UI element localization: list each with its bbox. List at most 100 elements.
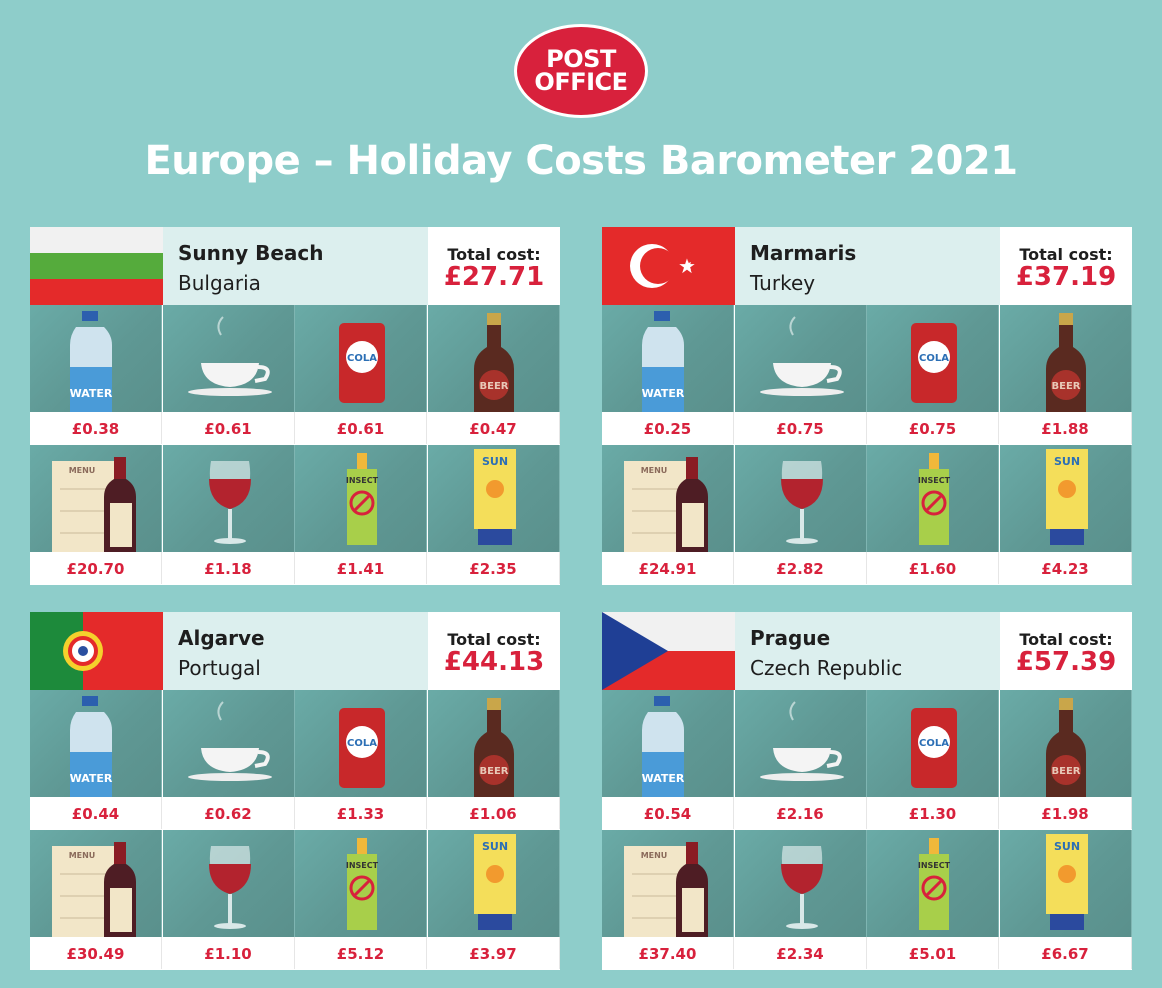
- icon-label: SUN: [481, 455, 507, 468]
- icon-label: WATER: [70, 387, 113, 400]
- water-bottle-tile: WATER: [602, 690, 734, 797]
- coffee-cup-price: £0.61: [162, 412, 295, 444]
- coffee-cup-price: £0.62: [162, 797, 295, 829]
- total-cost-label: Total cost:: [447, 245, 541, 264]
- panel-header: Algarve Portugal Total cost: £44.13: [30, 612, 560, 690]
- icon-label: INSECT: [346, 476, 379, 485]
- beer-bottle-tile: BEER: [999, 690, 1132, 797]
- water-bottle-price: £0.25: [602, 412, 734, 444]
- beer-bottle-price: £1.88: [999, 412, 1132, 444]
- sun-cream-price: £3.97: [427, 937, 560, 969]
- cola-can-price: £0.61: [295, 412, 427, 444]
- total-cost-label: Total cost:: [1019, 245, 1113, 264]
- cola-can-price: £1.30: [867, 797, 999, 829]
- total-cost-value: £57.39: [1015, 647, 1117, 677]
- total-cost-value: £37.19: [1015, 262, 1117, 292]
- menu-and-wine-icon: MENU: [52, 457, 136, 552]
- icon-label: COLA: [347, 353, 377, 364]
- panel-header: Prague Czech Republic Total cost: £57.39: [602, 612, 1132, 690]
- total-cost-value: £27.71: [443, 262, 545, 292]
- insect-repellent-tile: INSECT: [295, 830, 427, 937]
- panel-header: Sunny Beach Bulgaria Total cost: £27.71: [30, 227, 560, 305]
- cola-can-icon: COLA: [339, 323, 385, 403]
- insect-repellent-tile: INSECT: [867, 445, 999, 552]
- sun-cream-icon: SUN: [473, 834, 516, 930]
- insect-repellent-price: £5.01: [867, 937, 999, 969]
- menu-and-wine-icon: MENU: [624, 842, 708, 937]
- wine-glass-icon: [208, 846, 251, 929]
- coffee-cup-tile: [162, 690, 295, 797]
- wine-glass-icon: [780, 846, 823, 929]
- flag-portugal: [30, 612, 163, 690]
- menu-and-wine-icon: MENU: [624, 457, 708, 552]
- beer-bottle-icon: BEER: [473, 313, 514, 412]
- cola-can-price: £0.75: [867, 412, 999, 444]
- total-cost: Total cost: £27.71: [428, 227, 560, 305]
- total-cost-label: Total cost:: [447, 630, 541, 649]
- destination-names: Prague Czech Republic: [735, 612, 1000, 690]
- icon-label: BEER: [1051, 381, 1080, 392]
- insect-repellent-icon: INSECT: [918, 453, 951, 545]
- insect-repellent-icon: INSECT: [918, 838, 951, 930]
- menu-and-wine-price: £20.70: [30, 552, 162, 584]
- coffee-cup-tile: [734, 305, 867, 412]
- icon-label: SUN: [1053, 455, 1079, 468]
- city-name: Sunny Beach: [178, 241, 324, 265]
- beer-bottle-icon: BEER: [1045, 698, 1086, 797]
- icon-label: COLA: [347, 738, 377, 749]
- beer-bottle-price: £1.06: [427, 797, 560, 829]
- insect-repellent-icon: INSECT: [346, 838, 379, 930]
- flag-czech-republic: [602, 612, 735, 690]
- logo-text-line1: POST: [546, 45, 616, 73]
- cola-can-icon: COLA: [339, 708, 385, 788]
- coffee-cup-price: £2.16: [734, 797, 867, 829]
- water-bottle-icon: WATER: [642, 311, 685, 412]
- city-name: Prague: [750, 626, 831, 650]
- sun-cream-price: £6.67: [999, 937, 1132, 969]
- icon-label: SUN: [1053, 840, 1079, 853]
- sun-cream-icon: SUN: [1045, 834, 1088, 930]
- sun-cream-tile: SUN: [999, 830, 1132, 937]
- icon-label: MENU: [69, 851, 96, 860]
- icon-label: MENU: [641, 851, 668, 860]
- menu-and-wine-price: £30.49: [30, 937, 162, 969]
- menu-and-wine-price: £24.91: [602, 552, 734, 584]
- icon-label: WATER: [642, 772, 685, 785]
- icon-label: COLA: [919, 738, 949, 749]
- destination-panel-portugal: Algarve Portugal Total cost: £44.13 WATE…: [30, 612, 560, 970]
- icon-label: BEER: [1051, 766, 1080, 777]
- svg-text:★: ★: [678, 254, 696, 278]
- water-bottle-price: £0.38: [30, 412, 162, 444]
- water-bottle-icon: WATER: [70, 696, 113, 797]
- menu-and-wine-price: £37.40: [602, 937, 734, 969]
- water-bottle-tile: WATER: [30, 690, 162, 797]
- icon-label: WATER: [70, 772, 113, 785]
- panel-header: ★ Marmaris Turkey Total cost: £37.19: [602, 227, 1132, 305]
- icon-label: INSECT: [918, 861, 951, 870]
- insect-repellent-tile: INSECT: [867, 830, 999, 937]
- cola-can-icon: COLA: [911, 323, 957, 403]
- sun-cream-tile: SUN: [999, 445, 1132, 552]
- city-name: Algarve: [178, 626, 265, 650]
- insect-repellent-price: £1.60: [867, 552, 999, 584]
- destination-names: Marmaris Turkey: [735, 227, 1000, 305]
- insect-repellent-price: £1.41: [295, 552, 427, 584]
- beer-bottle-price: £1.98: [999, 797, 1132, 829]
- wine-glass-price: £2.34: [734, 937, 867, 969]
- destination-names: Sunny Beach Bulgaria: [163, 227, 428, 305]
- destination-panel-bulgaria: Sunny Beach Bulgaria Total cost: £27.71 …: [30, 227, 560, 585]
- cola-can-tile: COLA: [867, 305, 999, 412]
- coffee-cup-icon: [187, 316, 272, 396]
- coffee-cup-icon: [759, 701, 844, 781]
- beer-bottle-tile: BEER: [427, 305, 560, 412]
- country-name: Bulgaria: [178, 271, 261, 295]
- wine-glass-tile: [734, 830, 867, 937]
- total-cost: Total cost: £44.13: [428, 612, 560, 690]
- coffee-cup-price: £0.75: [734, 412, 867, 444]
- cola-can-tile: COLA: [295, 305, 427, 412]
- country-name: Turkey: [750, 271, 816, 295]
- insect-repellent-icon: INSECT: [346, 453, 379, 545]
- page-title: Europe – Holiday Costs Barometer 2021: [144, 138, 1018, 184]
- menu-and-wine-tile: MENU: [30, 445, 162, 552]
- menu-and-wine-tile: MENU: [602, 830, 734, 937]
